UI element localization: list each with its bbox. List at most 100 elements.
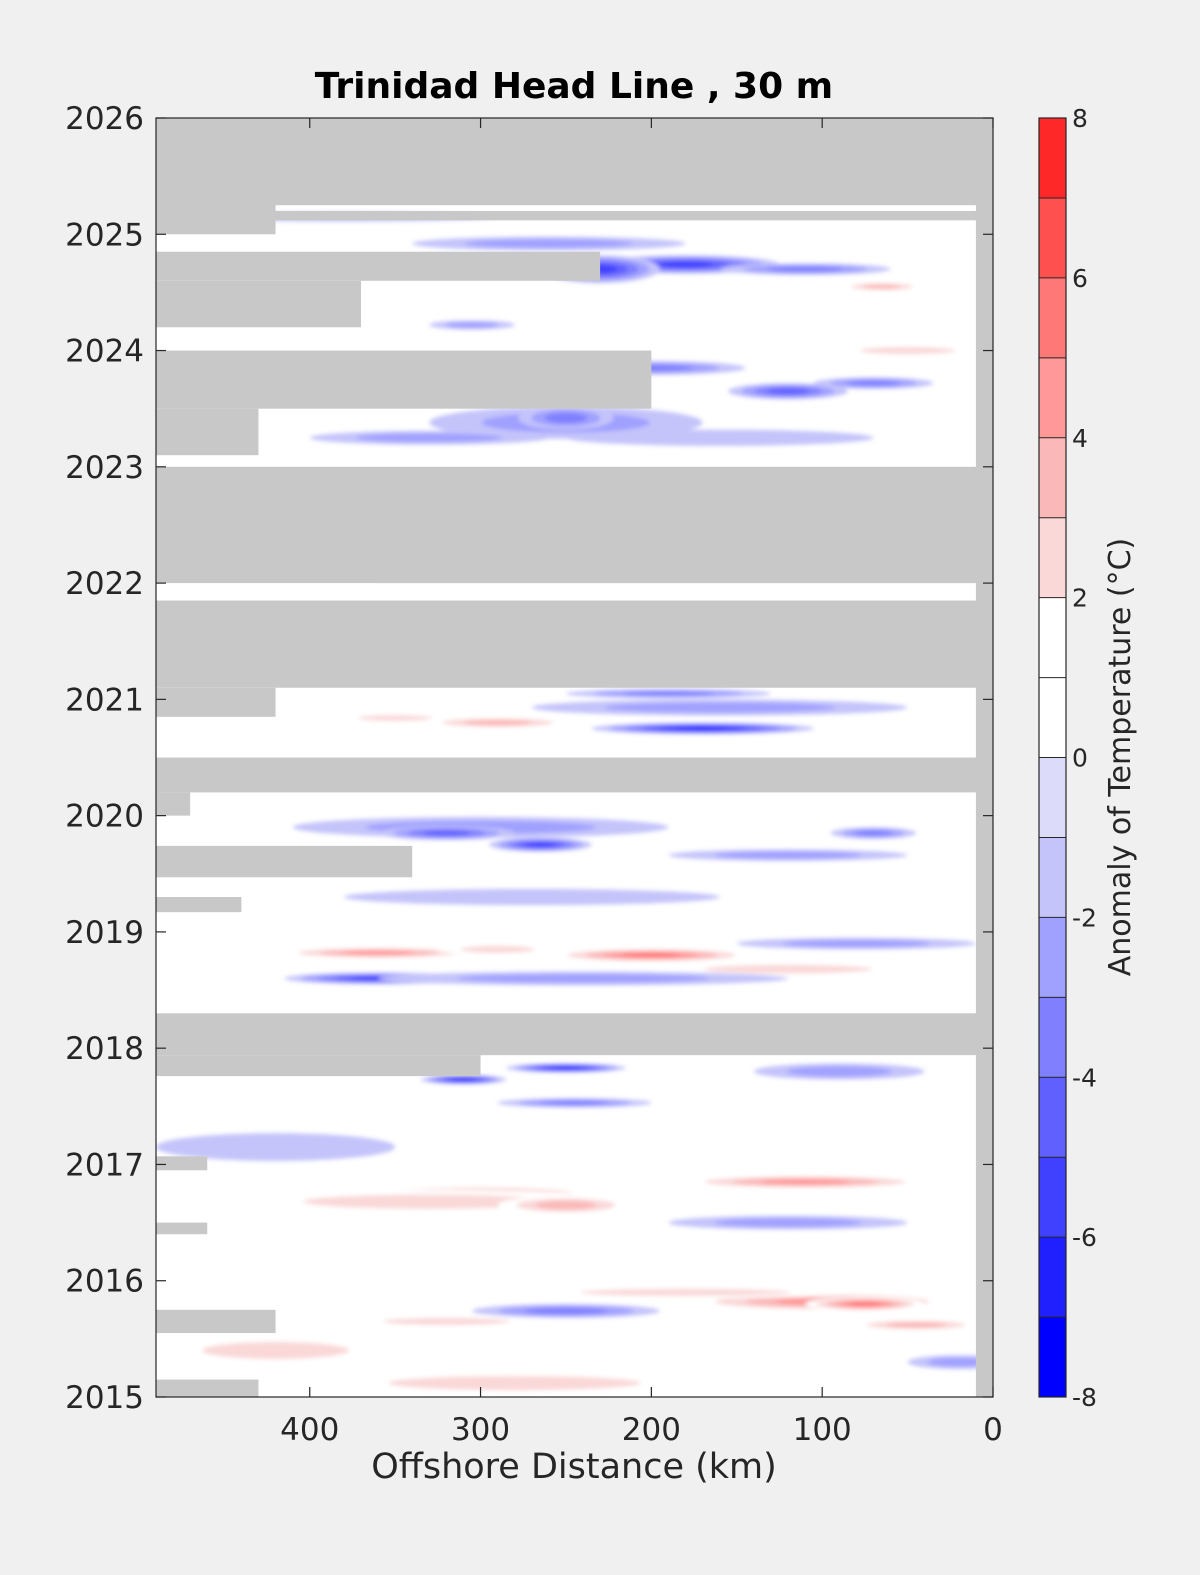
- contour-level: [453, 1078, 474, 1081]
- x-tick-label: 400: [280, 1412, 339, 1448]
- contour-level: [535, 1201, 597, 1210]
- y-tick-label: 2021: [65, 682, 144, 718]
- no-data-region: [156, 687, 276, 717]
- colorbar-tick-label: 4: [1072, 424, 1088, 453]
- anomaly-blob: [565, 688, 771, 699]
- anomaly-blob: [830, 344, 985, 357]
- no-data-region: [156, 280, 361, 328]
- no-data-region: [156, 466, 993, 584]
- no-data-region: [156, 897, 242, 913]
- no-data-region: [156, 251, 601, 281]
- anomaly-blob: [728, 383, 848, 400]
- anomaly-field: [156, 212, 993, 1395]
- anomaly-blob: [668, 1215, 908, 1230]
- no-data-region: [275, 211, 993, 221]
- contour-level: [551, 1066, 581, 1070]
- colorbar-tick-label: -2: [1072, 903, 1097, 932]
- colorbar-segment: [1039, 597, 1066, 678]
- contour-level: [846, 380, 901, 386]
- anomaly-blob: [378, 826, 515, 841]
- contour-level: [767, 266, 844, 272]
- no-data-region: [156, 1379, 259, 1397]
- contour-level: [885, 1322, 947, 1328]
- contour-level: [540, 1100, 609, 1105]
- y-tick-label: 2026: [65, 101, 144, 137]
- colorbar-tick-label: 2: [1072, 584, 1088, 613]
- contour-level: [460, 945, 535, 953]
- no-data-region: [156, 408, 259, 456]
- contour-level: [622, 953, 681, 958]
- colorbar-segment: [1039, 1237, 1066, 1318]
- contour-level: [675, 727, 730, 730]
- contour-level: [524, 1307, 608, 1315]
- anomaly-blob: [651, 962, 925, 977]
- contour-level: [927, 1357, 991, 1367]
- anomaly-blob: [309, 1371, 720, 1395]
- anomaly-blob: [565, 429, 874, 446]
- colorbar-segment: [1039, 837, 1066, 918]
- colorbar-tick-label: 0: [1072, 744, 1088, 773]
- colorbar-segment: [1039, 917, 1066, 998]
- anomaly-blob: [506, 1063, 626, 1073]
- anomaly-blob: [343, 888, 720, 906]
- no-data-region: [156, 1013, 993, 1056]
- contour-level: [604, 702, 836, 713]
- anomaly-blob: [736, 937, 976, 950]
- contour-level: [422, 830, 471, 836]
- no-data-region: [156, 792, 191, 816]
- anomaly-blob: [497, 1098, 652, 1108]
- anomaly-blob: [489, 837, 592, 852]
- contour-level: [760, 1179, 850, 1185]
- anomaly-blob: [378, 971, 789, 986]
- no-data-region: [156, 845, 413, 878]
- colorbar-segment: [1039, 197, 1066, 278]
- y-tick-label: 2017: [65, 1147, 144, 1183]
- y-tick-label: 2020: [65, 799, 144, 835]
- anomaly-blob: [830, 827, 917, 839]
- contour-level: [622, 691, 714, 696]
- colorbar-segment: [1039, 1157, 1066, 1238]
- contour-level: [782, 939, 930, 948]
- contour-level: [358, 715, 432, 721]
- colorbar-tick-label: -6: [1072, 1223, 1097, 1252]
- contour-level: [463, 720, 532, 726]
- chart-title: Trinidad Head Line , 30 m: [315, 66, 833, 107]
- contour-level: [714, 1218, 862, 1227]
- no-data-region: [156, 350, 652, 409]
- no-data-region: [156, 600, 993, 688]
- colorbar-segment: [1039, 677, 1066, 758]
- x-axis-label: Offshore Distance (km): [371, 1447, 777, 1487]
- contour-level: [456, 974, 710, 983]
- contour-level: [445, 322, 499, 328]
- anomaly-blob: [676, 1174, 934, 1189]
- contour-level: [342, 950, 414, 955]
- contour-level: [544, 412, 588, 424]
- anomaly-blob: [420, 716, 575, 729]
- plot-frame: [155, 117, 994, 1398]
- anomaly-blob: [514, 1286, 857, 1299]
- contour-level: [703, 964, 873, 974]
- no-data-region: [156, 1309, 276, 1334]
- contour-level: [156, 1133, 396, 1161]
- no-data-region: [378, 577, 993, 584]
- contour-level: [658, 261, 713, 268]
- colorbar-segment: [1039, 757, 1066, 838]
- no-data-mask: [156, 118, 993, 1397]
- anomaly-blob: [847, 1319, 985, 1331]
- contour-level: [383, 1317, 510, 1326]
- x-tick-label: 200: [622, 1412, 681, 1448]
- contour-level: [580, 1288, 791, 1296]
- contour-level: [355, 433, 503, 443]
- contour-level: [201, 1341, 350, 1360]
- x-tick-label: 300: [451, 1412, 510, 1448]
- anomaly-blob: [753, 1063, 925, 1080]
- y-tick-label: 2023: [65, 450, 144, 486]
- anomaly-blob: [429, 320, 515, 330]
- colorbar-segment: [1039, 118, 1066, 198]
- y-tick-label: 2019: [65, 915, 144, 951]
- colorbar-segment: [1039, 277, 1066, 358]
- y-tick-label: 2022: [65, 566, 144, 602]
- colorbar-segment: [1039, 997, 1066, 1078]
- contour-level: [565, 429, 874, 446]
